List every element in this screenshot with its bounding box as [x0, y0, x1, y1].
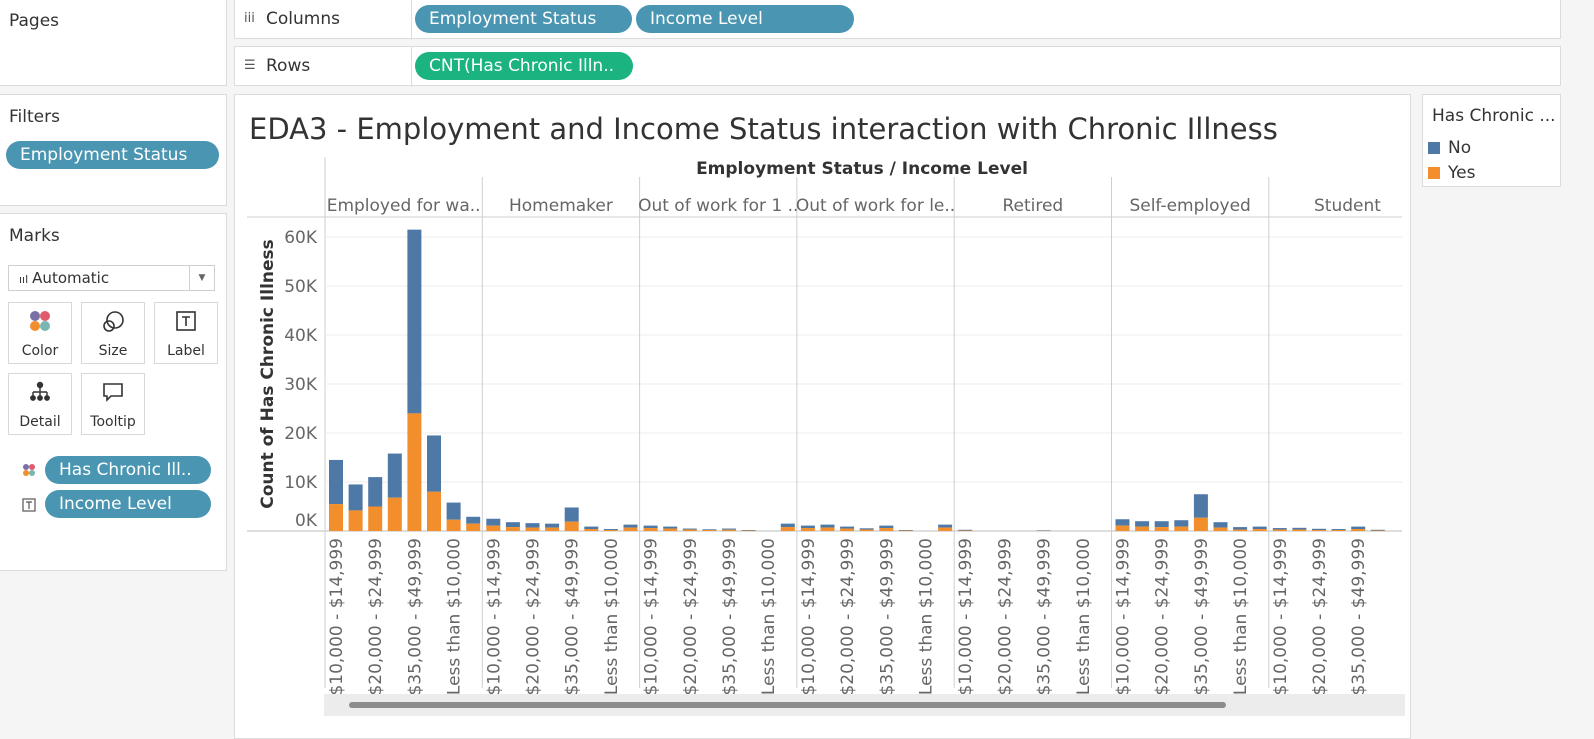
- bar-chart-icon: ııl: [19, 273, 28, 286]
- marks-field-has-chronic-illness[interactable]: Has Chronic Ill..: [45, 456, 211, 484]
- mark-type-dropdown[interactable]: ııl Automatic ▼: [8, 265, 215, 291]
- label-icon: [155, 309, 217, 343]
- tooltip-icon: [82, 380, 144, 414]
- legend-swatch-yes: [1428, 167, 1440, 179]
- pages-title: Pages: [9, 11, 59, 31]
- detail-button[interactable]: Detail: [8, 373, 72, 435]
- label-button-label: Label: [155, 343, 217, 359]
- color-button[interactable]: Color: [8, 302, 72, 364]
- columns-pill-employment-status[interactable]: Employment Status: [415, 5, 632, 33]
- legend-item-yes[interactable]: Yes: [1428, 163, 1475, 183]
- rows-pill-count-chronic-illness[interactable]: CNT(Has Chronic Illn..: [415, 52, 633, 80]
- columns-icon: iii: [244, 11, 255, 26]
- label-button[interactable]: Label: [154, 302, 218, 364]
- rows-icon: ☰: [244, 58, 256, 73]
- columns-label: Columns: [266, 9, 340, 29]
- legend-item-no[interactable]: No: [1428, 138, 1471, 158]
- legend-title: Has Chronic ...: [1432, 106, 1556, 126]
- legend-label-yes: Yes: [1448, 163, 1475, 183]
- tooltip-button[interactable]: Tooltip: [81, 373, 145, 435]
- chevron-down-icon[interactable]: ▼: [189, 266, 214, 290]
- legend-label-no: No: [1448, 138, 1471, 158]
- legend-swatch-no: [1428, 142, 1440, 154]
- label-field-icon: [22, 497, 36, 516]
- filters-title: Filters: [9, 107, 60, 127]
- size-button[interactable]: Size: [81, 302, 145, 364]
- color-field-icon: [22, 462, 36, 481]
- view-panel[interactable]: [234, 94, 1411, 739]
- tooltip-button-label: Tooltip: [82, 414, 144, 430]
- size-icon: [82, 309, 144, 343]
- color-icon: [9, 309, 71, 343]
- marks-field-income-level[interactable]: Income Level: [45, 490, 211, 518]
- size-button-label: Size: [82, 343, 144, 359]
- filters-panel[interactable]: Filters Employment Status: [0, 94, 227, 206]
- color-button-label: Color: [9, 343, 71, 359]
- detail-button-label: Detail: [9, 414, 71, 430]
- filter-pill-employment-status[interactable]: Employment Status: [6, 141, 219, 169]
- mark-type-value: Automatic: [32, 269, 109, 287]
- columns-pill-income-level[interactable]: Income Level: [636, 5, 854, 33]
- pages-panel[interactable]: Pages: [0, 0, 227, 86]
- detail-icon: [9, 380, 71, 414]
- marks-title: Marks: [9, 226, 60, 246]
- rows-label: Rows: [266, 56, 310, 76]
